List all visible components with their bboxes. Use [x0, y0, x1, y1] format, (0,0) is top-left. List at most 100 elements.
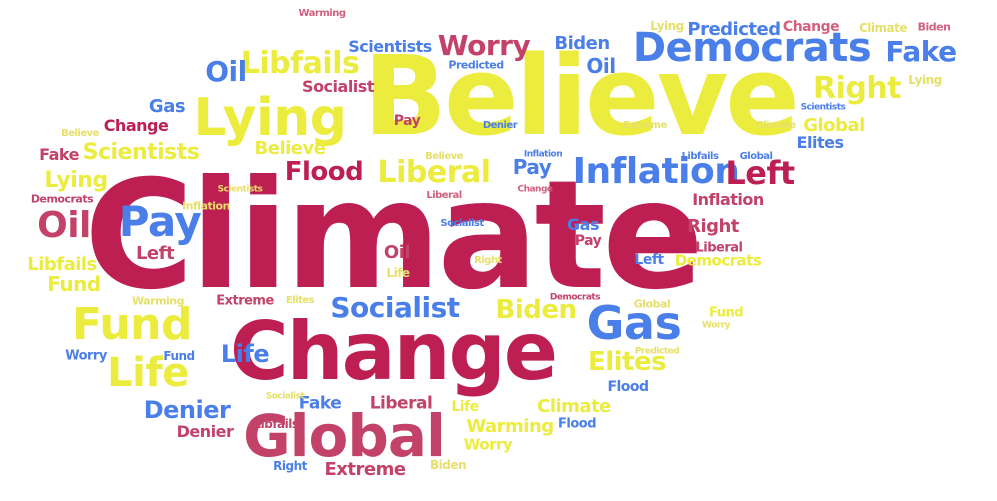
- word-left-large: Left: [725, 154, 795, 192]
- word-inflation-large: Inflation: [572, 151, 740, 192]
- word-warming-tiny: Warming: [298, 8, 346, 19]
- word-life-low: Life: [451, 399, 479, 415]
- word-life-small: Life: [386, 266, 410, 280]
- word-lying-tiny: Lying: [650, 19, 684, 33]
- word-liberal-large: Liberal: [377, 155, 491, 190]
- word-global-right: Global: [633, 297, 671, 311]
- word-worry-left: Worry: [65, 348, 107, 364]
- word-predicted-low: Predicted: [634, 346, 680, 357]
- word-pay-large: Pay: [118, 197, 202, 246]
- word-denier-tiny: Denier: [482, 120, 518, 131]
- word-left-mid: Left: [135, 243, 175, 264]
- word-fake-mid: Fake: [39, 145, 79, 164]
- word-life-blue: Life: [220, 340, 270, 368]
- word-climate-main: Climate: [84, 149, 704, 323]
- word-libfails-large: Libfails: [240, 46, 360, 81]
- word-global-mid: Global: [803, 115, 865, 136]
- word-libfails-tiny: Libfails: [681, 151, 719, 162]
- word-democrats-tiny: Democrats: [30, 192, 94, 206]
- word-scientists-top: Scientists: [348, 37, 432, 56]
- word-socialist-large: Socialist: [330, 291, 460, 324]
- word-flood-tiny: Flood: [557, 416, 597, 432]
- word-oil-large: Oil: [37, 205, 91, 246]
- word-fund-mid: Fund: [47, 272, 101, 296]
- word-pay-tiny: Pay: [574, 233, 602, 249]
- word-elites-tiny: Elites: [285, 295, 315, 306]
- word-extreme-low: Extreme: [324, 459, 406, 480]
- word-fake-large: Fake: [885, 35, 957, 68]
- word-socialist-low: Socialist: [265, 391, 305, 402]
- word-change-mid: Change: [103, 116, 169, 135]
- word-pay-small: Pay: [393, 113, 421, 129]
- word-right-large: Right: [812, 71, 902, 106]
- word-change-main: Change: [229, 305, 558, 398]
- word-lying-right: Lying: [908, 73, 942, 87]
- word-fake-low: Fake: [298, 393, 342, 414]
- word-flood-low: Flood: [607, 379, 649, 395]
- word-lying-mid: Lying: [44, 168, 108, 193]
- word-right-mid: Right: [687, 216, 739, 237]
- word-warming-mid: Warming: [466, 416, 554, 437]
- word-libfails-low: Libfails: [253, 417, 299, 431]
- word-socialist-tiny: Socialist: [440, 218, 484, 229]
- word-right-tiny: Right: [474, 255, 502, 266]
- word-left-small: Left: [634, 252, 664, 268]
- word-liberal-low: Liberal: [369, 393, 433, 414]
- word-worry-mid: Worry: [463, 435, 513, 454]
- word-elites-mid: Elites: [796, 133, 844, 152]
- word-oil-small: Oil: [383, 242, 411, 263]
- word-worry-right: Worry: [701, 320, 731, 331]
- word-fund-left: Fund: [163, 349, 195, 363]
- word-gas-mid: Gas: [148, 96, 186, 117]
- word-scientists-left: Scientists: [217, 184, 263, 195]
- word-inflation-left: Inflation: [182, 199, 230, 213]
- word-change-top: Change: [782, 19, 840, 35]
- word-worry-large: Worry: [437, 29, 531, 62]
- word-extreme-tiny: Extreme: [623, 120, 667, 131]
- word-global-tiny: Global: [739, 151, 773, 162]
- word-fund-small: Fund: [708, 305, 744, 321]
- word-right-low: Right: [273, 459, 307, 473]
- word-scientists-mid: Scientists: [82, 140, 200, 165]
- word-climate-mid: Climate: [537, 396, 611, 417]
- word-biden-large: Biden: [495, 295, 577, 325]
- word-liberal-mid: Liberal: [695, 240, 743, 256]
- word-inflation-tiny: Inflation: [523, 149, 563, 160]
- word-believe-mid: Believe: [254, 138, 326, 159]
- word-liberal-tiny: Liberal: [426, 190, 462, 201]
- word-socialist-mid: Socialist: [302, 77, 374, 96]
- word-denier-large: Denier: [143, 396, 231, 424]
- word-warming-left: Warming: [131, 294, 185, 308]
- word-pay-mid: Pay: [512, 155, 552, 179]
- word-fund-large: Fund: [71, 299, 193, 350]
- word-believe-main: Believe: [363, 32, 800, 160]
- word-climate-tiny: Climate: [858, 21, 908, 35]
- word-democrats-mid: Democrats: [674, 251, 762, 270]
- word-democrats-low: Democrats: [549, 292, 601, 303]
- word-change-tiny: Change: [517, 184, 553, 195]
- word-biden-top: Biden: [554, 33, 610, 54]
- word-life-large: Life: [107, 350, 189, 396]
- word-extreme-mid: Extreme: [216, 293, 274, 309]
- word-global-main: Global: [243, 402, 446, 470]
- word-libfails-mid: Libfails: [27, 254, 97, 275]
- word-oil-top: Oil: [586, 54, 616, 78]
- word-elites-large: Elites: [587, 347, 667, 377]
- word-denier-low: Denier: [176, 422, 234, 441]
- word-lying-large: Lying: [193, 88, 347, 148]
- word-flood-large: Flood: [284, 157, 364, 187]
- word-believe-tiny: Believe: [425, 151, 463, 162]
- word-scientists-tiny: Scientists: [800, 102, 846, 113]
- word-oil-mid: Oil: [205, 55, 247, 88]
- word-climate-right: Climate: [756, 120, 796, 131]
- word-gas-large: Gas: [586, 296, 682, 350]
- word-predicted-tiny: Predicted: [448, 58, 504, 72]
- word-democrats-top: Democrats: [632, 25, 872, 71]
- word-gas-small: Gas: [567, 215, 599, 234]
- word-believe-left: Believe: [61, 128, 99, 139]
- word-predicted-top: Predicted: [687, 19, 781, 40]
- word-inflation-mid: Inflation: [692, 190, 764, 209]
- word-biden-low: Biden: [429, 458, 467, 472]
- word-biden-tiny: Biden: [917, 20, 951, 34]
